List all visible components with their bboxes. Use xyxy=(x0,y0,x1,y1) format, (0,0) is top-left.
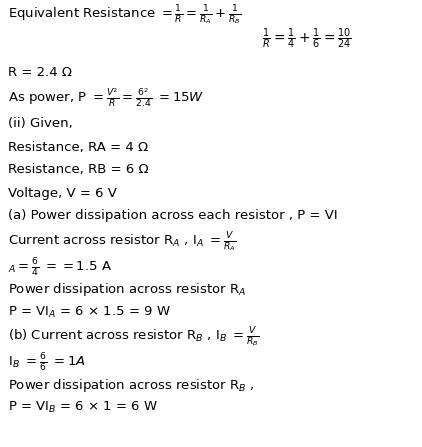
Text: As power, P $=\frac{V^2}{R}=\frac{6^2}{2.4}$ $= 15W$: As power, P $=\frac{V^2}{R}=\frac{6^2}{2… xyxy=(8,87,205,109)
Text: P = VI$_B$ = 6 × 1 = 6 W: P = VI$_B$ = 6 × 1 = 6 W xyxy=(8,400,158,414)
Text: $\frac{1}{R} = \frac{1}{4} + \frac{1}{6} = \frac{10}{24}$: $\frac{1}{R} = \frac{1}{4} + \frac{1}{6}… xyxy=(262,27,352,51)
Text: Current across resistor R$_A$ , I$_A$ $=\frac{V}{R_A}$: Current across resistor R$_A$ , I$_A$ $=… xyxy=(8,230,236,254)
Text: (ii) Given,: (ii) Given, xyxy=(8,118,73,131)
Text: Power dissipation across resistor R$_A$: Power dissipation across resistor R$_A$ xyxy=(8,282,246,299)
Text: Equivalent Resistance $=\frac{1}{R} = \frac{1}{R_A} + \frac{1}{R_B}$: Equivalent Resistance $=\frac{1}{R} = \f… xyxy=(8,3,241,27)
Text: P = VI$_A$ = 6 × 1.5 = 9 W: P = VI$_A$ = 6 × 1.5 = 9 W xyxy=(8,304,170,320)
Text: Resistance, RA = 4 Ω: Resistance, RA = 4 Ω xyxy=(8,140,148,153)
Text: R = 2.4 Ω: R = 2.4 Ω xyxy=(8,67,72,80)
Text: (b) Current across resistor R$_B$ , I$_B$ $=\frac{V}{R_B}$: (b) Current across resistor R$_B$ , I$_B… xyxy=(8,325,260,349)
Text: I$_B$ $=\frac{6}{6}$ $= 1A$: I$_B$ $=\frac{6}{6}$ $= 1A$ xyxy=(8,352,86,374)
Text: $_A=\frac{6}{4}$ $== 1.5$ A: $_A=\frac{6}{4}$ $== 1.5$ A xyxy=(8,257,112,279)
Text: Voltage, V = 6 V: Voltage, V = 6 V xyxy=(8,186,117,199)
Text: Power dissipation across resistor R$_B$ ,: Power dissipation across resistor R$_B$ … xyxy=(8,376,254,393)
Text: (a) Power dissipation across each resistor , P = VI: (a) Power dissipation across each resist… xyxy=(8,210,338,223)
Text: Resistance, RB = 6 Ω: Resistance, RB = 6 Ω xyxy=(8,164,149,177)
